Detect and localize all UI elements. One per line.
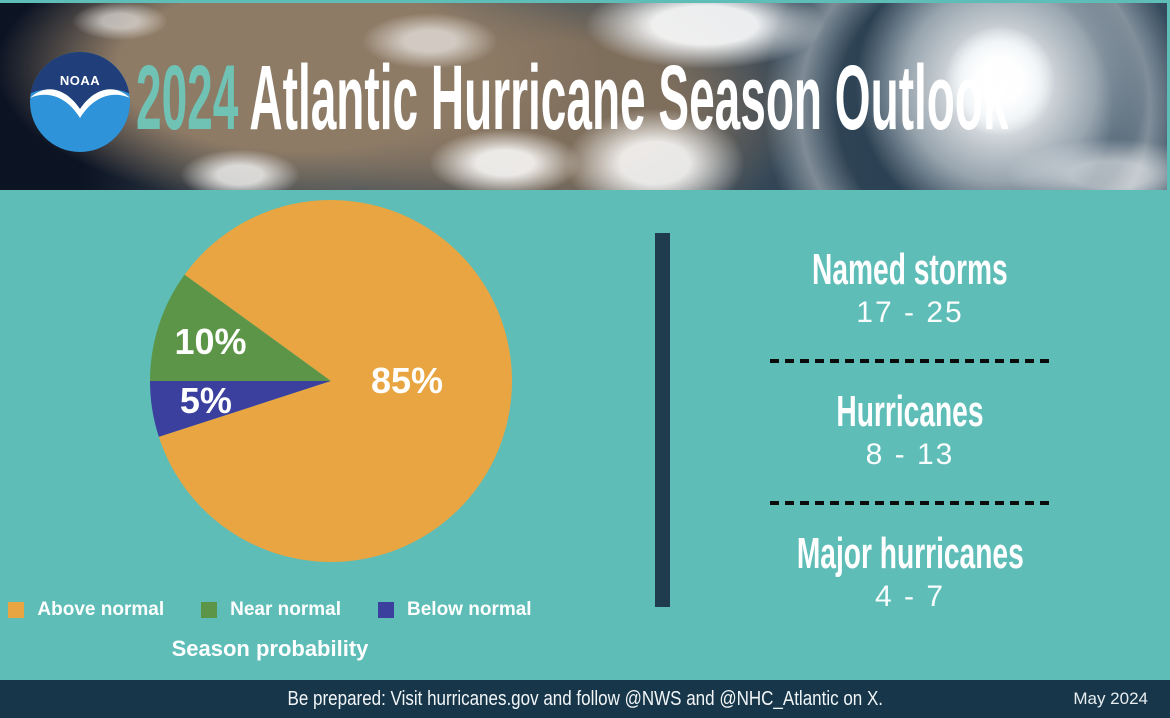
pie-slice-above-normal <box>158 200 512 562</box>
stat-block-named-storms: Named storms 17 - 25 <box>660 245 1160 331</box>
footer: Be prepared: Visit hurricanes.gov and fo… <box>0 680 1170 718</box>
stat-label-text: Hurricanes <box>836 387 984 436</box>
legend-swatch <box>201 602 218 618</box>
page-title: 2024 Atlantic Hurricane Season Outlook <box>136 43 1009 153</box>
stat-label: Hurricanes <box>660 387 1160 437</box>
stat-label-text: Named storms <box>812 245 1008 294</box>
dotted-separator <box>770 359 1050 363</box>
title-rest: Atlantic Hurricane Season Outlook <box>238 47 1009 149</box>
pie-slice-label: 85% <box>370 360 444 401</box>
logo-text: NOAA <box>60 73 100 88</box>
pie-slice-label: 10% <box>174 320 247 362</box>
legend-label: Near normal <box>230 599 341 620</box>
noaa-logo: NOAA <box>30 52 130 152</box>
legend-swatch <box>8 602 25 618</box>
legend-swatch <box>378 602 394 618</box>
stat-label-text: Major hurricanes <box>796 529 1024 578</box>
legend-item-below-normal: Below normal <box>378 599 532 621</box>
dotted-separator <box>770 501 1050 505</box>
stat-label: Named storms <box>660 245 1160 295</box>
legend-label: Below normal <box>407 599 532 620</box>
pie-legend: Above normal Near normal Below normal <box>0 597 540 623</box>
stat-label: Major hurricanes <box>660 529 1160 579</box>
chart-caption: Season probability <box>171 636 369 661</box>
stat-range: 8 - 13 <box>865 438 955 471</box>
footer-message: Be prepared: Visit hurricanes.gov and fo… <box>287 688 883 710</box>
stats-panel: Named storms 17 - 25 Hurricanes 8 - 13 Major… <box>660 233 1160 615</box>
pie-slice-near-normal <box>150 274 331 381</box>
pie-slice-below-normal <box>150 381 331 437</box>
stat-range: 17 - 25 <box>856 296 964 329</box>
legend-item-above-normal: Above normal <box>8 599 164 621</box>
legend-label: Above normal <box>37 599 165 620</box>
stat-block-hurricanes: Hurricanes 8 - 13 <box>660 387 1160 473</box>
pie-chart: 5% 10% 85% <box>150 200 512 562</box>
pie-slice-label: 5% <box>179 379 232 421</box>
header: NOAA 2024 Atlantic Hurricane Season Outl… <box>0 0 1170 190</box>
seagull-icon <box>30 89 130 118</box>
stat-block-major-hurricanes: Major hurricanes 4 - 7 <box>660 529 1160 615</box>
title-year: 2024 <box>136 47 239 149</box>
stat-range: 4 - 7 <box>874 580 946 613</box>
logo-upper-half <box>30 52 130 110</box>
footer-date: May 2024 <box>1073 689 1148 708</box>
legend-item-near-normal: Near normal <box>201 599 341 621</box>
vertical-divider <box>655 233 670 607</box>
